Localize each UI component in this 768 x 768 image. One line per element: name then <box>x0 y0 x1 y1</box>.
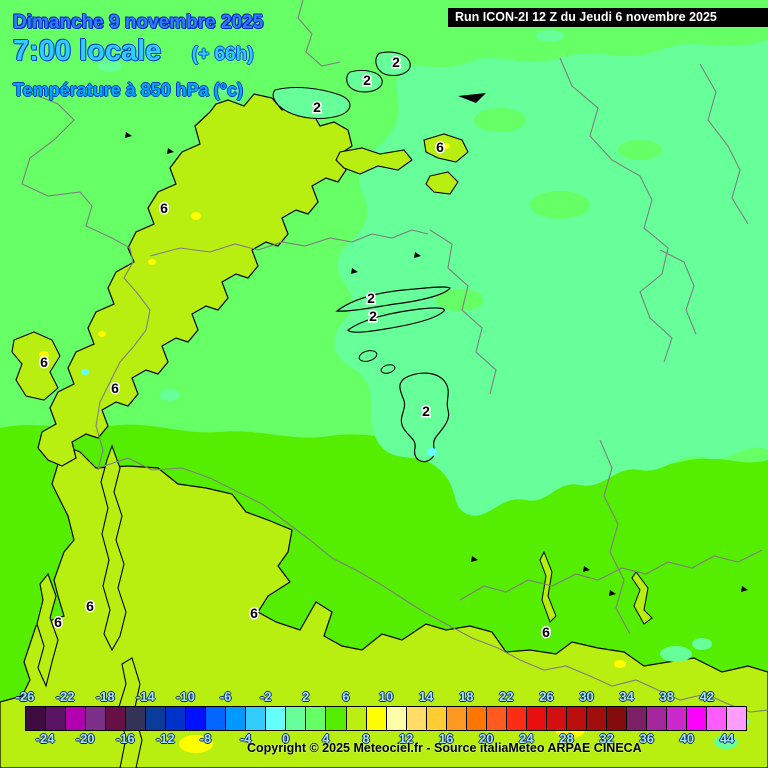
parameter-text: Température à 850 hPa (°c) <box>13 80 243 100</box>
scale-value-label: 6 <box>342 689 350 704</box>
scale-cell <box>166 707 187 730</box>
scale-cell <box>86 707 107 730</box>
scale-value-label: 36 <box>639 731 654 746</box>
contour-label: 2 <box>313 99 321 115</box>
scale-cell <box>286 707 307 730</box>
contour-label: 6 <box>40 354 48 370</box>
copyright-text: Copyright © 2025 Meteociel.fr - Source i… <box>247 741 642 755</box>
scale-value-label: 16 <box>438 731 454 746</box>
contour-label: 2 <box>363 72 371 88</box>
scale-value-label: -10 <box>176 689 195 704</box>
scale-value-label: -6 <box>219 689 232 704</box>
scale-value-label: -16 <box>115 731 135 746</box>
scale-value-label: 0 <box>282 731 290 746</box>
scale-cell <box>626 707 647 730</box>
scale-cell <box>326 707 347 730</box>
contour-label: 2 <box>367 290 375 306</box>
scale-cell <box>566 707 587 730</box>
scale-value-label: -24 <box>35 731 55 746</box>
scale-cell <box>346 707 367 730</box>
scale-value-label: -4 <box>239 731 252 746</box>
scale-value-label: 18 <box>458 689 474 704</box>
scale-bar <box>25 706 747 731</box>
scale-cell <box>126 707 147 730</box>
contour-label: 2 <box>422 403 430 419</box>
local-time-text: 7:00 locale <box>13 35 162 67</box>
scale-cell <box>246 707 267 730</box>
time-row: 7:00 locale (+ 66h) <box>13 35 263 68</box>
scale-cell <box>727 707 747 730</box>
contour-label: 6 <box>111 380 119 396</box>
scale-value-label: -14 <box>135 689 155 704</box>
contour-labels-layer: 2 2 2 6 6 6 6 2 2 2 6 6 6 6 <box>39 53 552 642</box>
scale-value-label: 42 <box>699 689 715 704</box>
contour-label: 6 <box>250 605 258 621</box>
scale-cell <box>486 707 507 730</box>
scale-value-label: -12 <box>155 731 175 746</box>
scale-cell <box>687 707 708 730</box>
scale-cell <box>26 707 47 730</box>
scale-cell <box>426 707 447 730</box>
scale-value-label: -20 <box>75 731 95 746</box>
scale-value-label: 44 <box>719 731 735 746</box>
contour-label: 2 <box>392 54 400 70</box>
run-info-bar: Run ICON-2I 12 Z du Jeudi 6 novembre 202… <box>448 8 768 27</box>
scale-cell <box>606 707 627 730</box>
scale-cell <box>707 707 728 730</box>
scale-value-label: 4 <box>322 731 330 746</box>
scale-value-label: -2 <box>259 689 272 704</box>
scale-value-label: 14 <box>418 689 434 704</box>
scale-cell <box>646 707 667 730</box>
scale-cell <box>506 707 527 730</box>
contour-label: 6 <box>542 624 550 640</box>
scale-value-label: -18 <box>95 689 115 704</box>
scale-cell <box>446 707 467 730</box>
scale-cell <box>667 707 688 730</box>
scale-value-label: -22 <box>55 689 75 704</box>
scale-cell <box>526 707 547 730</box>
scale-value-label: 40 <box>679 731 695 746</box>
scale-value-label: 30 <box>579 689 594 704</box>
scale-value-label: 8 <box>362 731 370 746</box>
scale-value-label: 38 <box>659 689 674 704</box>
contour-label: 6 <box>436 139 444 155</box>
contour-label: 6 <box>54 614 62 630</box>
header: Dimanche 9 novembre 2025 7:00 locale (+ … <box>13 12 263 101</box>
scale-cell <box>206 707 227 730</box>
scale-cell <box>306 707 327 730</box>
contour-label: 2 <box>369 308 377 324</box>
scale-cell <box>546 707 567 730</box>
scale-cell <box>586 707 607 730</box>
scale-cell <box>186 707 207 730</box>
scale-value-label: 22 <box>499 689 514 704</box>
scale-cell <box>266 707 287 730</box>
scale-value-label: 12 <box>398 731 414 746</box>
scale-value-label: 26 <box>539 689 554 704</box>
contour-label: 6 <box>86 598 94 614</box>
scale-value-label: 2 <box>302 689 310 704</box>
contour-label: 6 <box>160 200 168 216</box>
scale-cell <box>106 707 127 730</box>
scale-value-label: 32 <box>599 731 614 746</box>
scale-cell <box>406 707 427 730</box>
scale-cell <box>46 707 67 730</box>
date-text: Dimanche 9 novembre 2025 <box>13 12 264 33</box>
scale-value-label: -8 <box>199 731 212 746</box>
scale-value-label: 20 <box>479 731 494 746</box>
scale-cell <box>226 707 247 730</box>
scale-value-label: 10 <box>378 689 394 704</box>
scale-cell <box>146 707 167 730</box>
scale-value-label: 24 <box>519 731 534 746</box>
scale-cell <box>386 707 407 730</box>
scale-cell <box>66 707 87 730</box>
forecast-offset-text: (+ 66h) <box>191 44 254 65</box>
scale-cell <box>366 707 387 730</box>
scale-cell <box>466 707 487 730</box>
scale-value-label: -26 <box>15 689 35 704</box>
borders-layer <box>21 0 768 713</box>
scale-value-label: 34 <box>619 689 634 704</box>
scale-value-label: 28 <box>559 731 574 746</box>
